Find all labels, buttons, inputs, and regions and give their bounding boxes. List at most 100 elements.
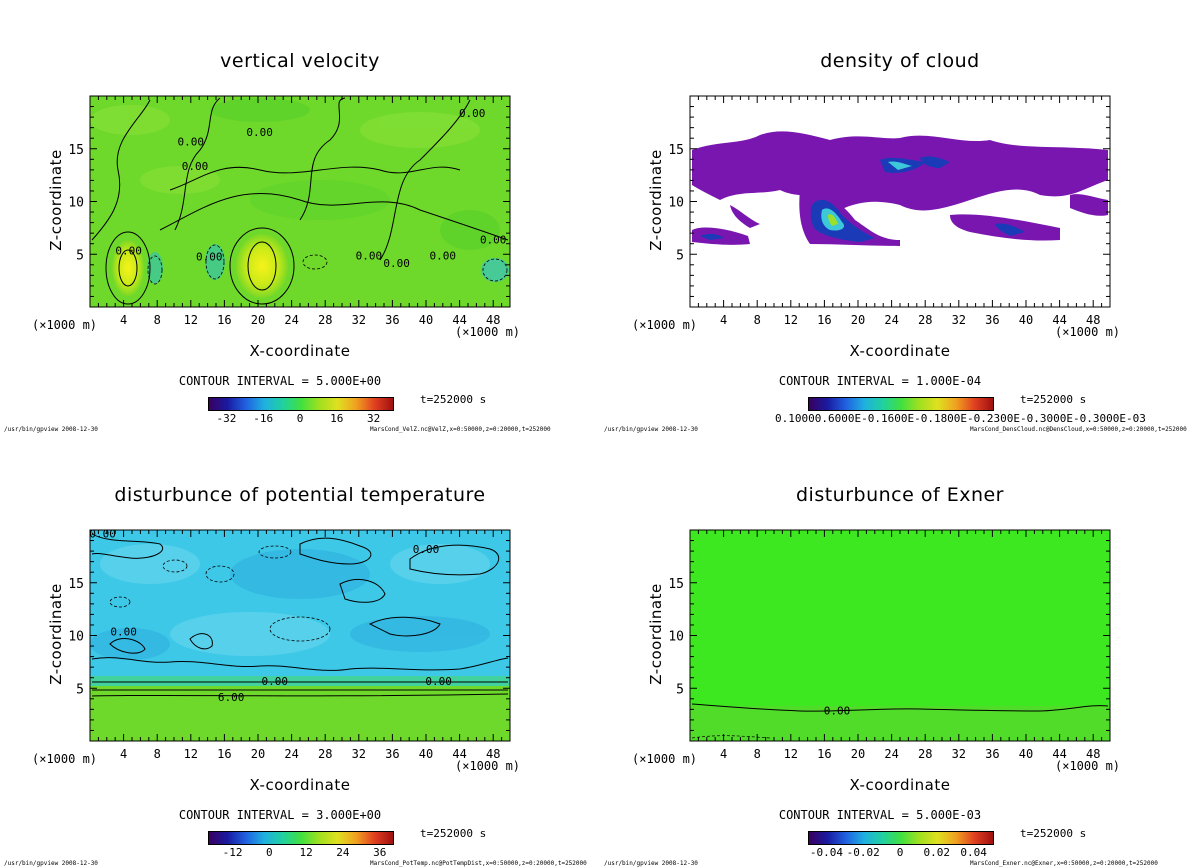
x-tick-label: 20 <box>851 313 865 327</box>
footer-left: /usr/bin/gpview 2008-12-30 <box>4 860 98 867</box>
downdraft-blob <box>147 252 163 284</box>
x-tick-label: 8 <box>754 313 761 327</box>
x-tick-label: 24 <box>284 313 298 327</box>
x-tick-label: 32 <box>352 313 366 327</box>
x-tick-label: 28 <box>318 747 332 761</box>
x-axis-label: X-coordinate <box>249 776 351 794</box>
x-tick-label: 36 <box>385 313 399 327</box>
time-label: t=252000 s <box>420 393 487 406</box>
contour-label: 0.00 <box>89 527 116 540</box>
x-axis-label: X-coordinate <box>849 776 951 794</box>
colorbar-labels: 0.10000.6000E-0.1600E-0.1800E-0.2300E-0.… <box>775 412 1146 425</box>
negative-contours <box>691 735 771 739</box>
x-tick-label: 16 <box>817 747 831 761</box>
contour-label: 0.00 <box>182 160 209 173</box>
x-tick-label: 12 <box>184 747 198 761</box>
x-tick-label: 40 <box>1019 747 1033 761</box>
y-tick-label: 5 <box>676 248 684 263</box>
colorbar-tick-label: 0 <box>896 846 904 859</box>
x-tick-label: 40 <box>1019 313 1033 327</box>
x-tick-label: 36 <box>985 313 999 327</box>
time-label: t=252000 s <box>1020 827 1087 840</box>
contour-interval: CONTOUR INTERVAL = 5.000E-03 <box>778 808 982 822</box>
y-axis-label: Z-coordinate <box>47 583 65 685</box>
footer-left: /usr/bin/gpview 2008-12-30 <box>4 426 98 433</box>
panel-density-of-cloud: density of cloud 4 8 12 16 20 24 28 32 36 40 44 48 5… <box>600 0 1200 434</box>
x-unit-label: (×1000 m) <box>1055 759 1121 773</box>
colorbar-tick-label: 12 <box>299 846 313 859</box>
colorbar-tick-label: 16 <box>330 412 344 425</box>
field-texture <box>90 544 490 660</box>
x-tick-label: 24 <box>884 313 898 327</box>
x-tick-label: 12 <box>784 747 798 761</box>
contour-interval: CONTOUR INTERVAL = 3.000E+00 <box>178 808 382 822</box>
updraft-blob <box>112 240 144 296</box>
x-tick-label: 20 <box>851 747 865 761</box>
y-tick-label: 5 <box>676 682 684 697</box>
contour-lines <box>91 533 509 697</box>
x-unit-label: (×1000 m) <box>632 752 698 766</box>
x-tick-label: 12 <box>784 313 798 327</box>
time-label: t=252000 s <box>420 827 487 840</box>
contour-label: 0.00 <box>262 675 289 688</box>
negative-contours <box>109 545 331 642</box>
x-tick-label: 4 <box>720 747 727 761</box>
y-tick-label: 15 <box>668 577 684 592</box>
x-unit-label: (×1000 m) <box>1055 325 1121 339</box>
contour-lines <box>91 97 509 305</box>
x-tick-label: 32 <box>352 747 366 761</box>
contour-label: 0.00 <box>413 543 440 556</box>
x-axis-label: X-coordinate <box>849 342 951 360</box>
y-tick-label: 15 <box>668 143 684 158</box>
x-tick-label: 32 <box>952 747 966 761</box>
x-tick-label: 32 <box>952 313 966 327</box>
transition-layer <box>90 676 510 686</box>
panel-vertical-velocity: vertical velocity <box>0 0 600 434</box>
contour-label: 6.00 <box>218 691 245 704</box>
x-tick-label: 8 <box>754 747 761 761</box>
downdraft-blob <box>205 244 225 280</box>
x-tick-label: 36 <box>985 747 999 761</box>
contour-label: 0.00 <box>824 705 851 718</box>
colorbar-tick-label: 24 <box>336 846 350 859</box>
panel-potential-temperature: disturbunce of potential temperature <box>0 434 600 868</box>
footer-left: /usr/bin/gpview 2008-12-30 <box>604 426 698 433</box>
chart-title: disturbunce of Exner <box>795 484 1004 506</box>
contour-label: 0.00 <box>115 244 142 257</box>
x-unit-label: (×1000 m) <box>455 759 521 773</box>
contour-label: 0.00 <box>425 675 452 688</box>
colorbar-tick-label: 0 <box>266 846 273 859</box>
time-label: t=252000 s <box>1020 393 1087 406</box>
x-tick-label: 28 <box>918 313 932 327</box>
y-tick-label: 10 <box>668 196 684 211</box>
colorbar <box>208 397 394 411</box>
x-tick-label: 28 <box>318 313 332 327</box>
contour-label: 0.00 <box>110 626 137 639</box>
x-tick-label: 44 <box>1052 747 1066 761</box>
lower-layer <box>690 706 1110 741</box>
x-tick-label: 44 <box>452 747 466 761</box>
y-tick-label: 5 <box>76 248 84 263</box>
colorbar-tick-label: -16 <box>253 412 274 425</box>
contour-label: 0.00 <box>196 251 223 264</box>
x-tick-label: 16 <box>817 313 831 327</box>
colorbar-tick-label: -0.04 <box>809 846 843 859</box>
contour-label: 0.00 <box>246 126 273 139</box>
colorbar-tick-label: -12 <box>222 846 243 859</box>
footer-left: /usr/bin/gpview 2008-12-30 <box>604 860 698 867</box>
x-tick-label: 48 <box>486 747 500 761</box>
x-tick-label: 24 <box>884 747 898 761</box>
y-tick-label: 5 <box>76 682 84 697</box>
x-unit-label: (×1000 m) <box>632 318 698 332</box>
x-tick-label: 48 <box>1086 747 1100 761</box>
y-tick-label: 10 <box>668 630 684 645</box>
x-axis-label: X-coordinate <box>249 342 351 360</box>
x-tick-label: 48 <box>486 313 500 327</box>
plot-area: 4 8 12 16 20 24 28 32 36 40 44 48510150.000.000.000… <box>68 95 511 327</box>
footer-right: MarsCond_Exner.nc@Exner,x=0:50000,z=0:20… <box>970 860 1158 867</box>
x-tick-label: 40 <box>419 747 433 761</box>
x-unit-label: (×1000 m) <box>32 318 98 332</box>
